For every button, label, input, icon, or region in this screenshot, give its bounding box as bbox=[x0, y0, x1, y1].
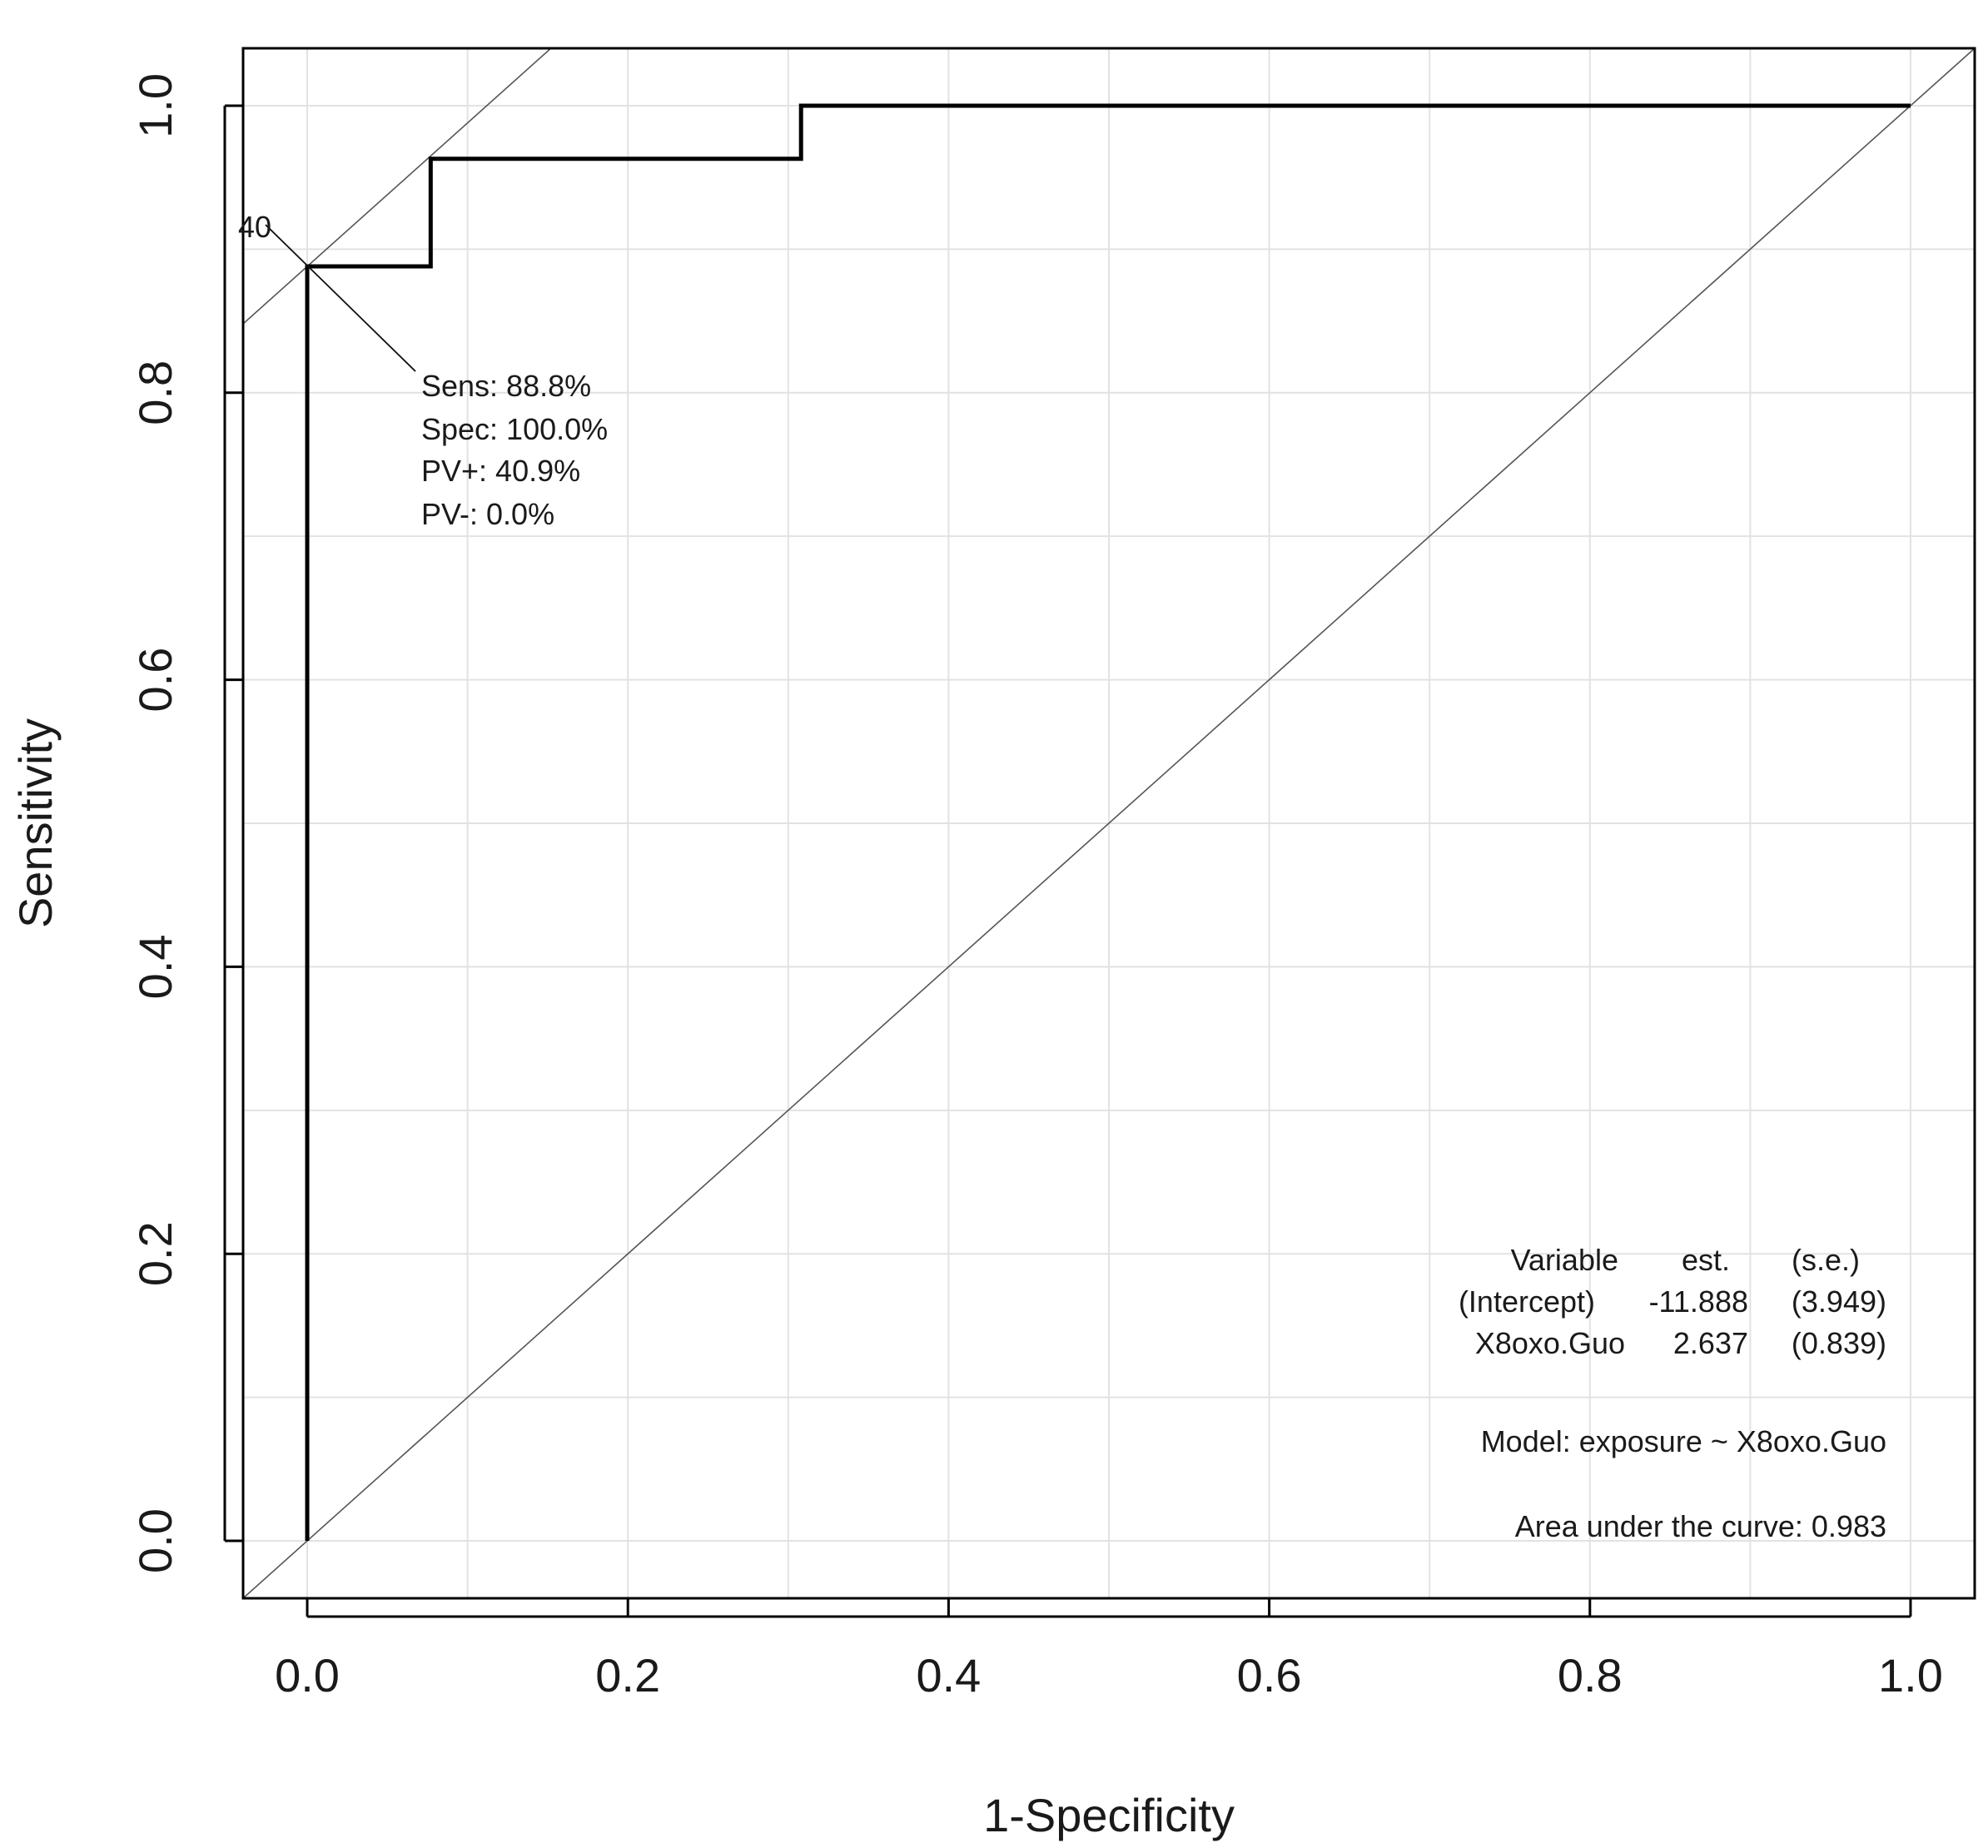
x-tick-label: 1.0 bbox=[1878, 1649, 1943, 1701]
y-tick-label: 0.4 bbox=[129, 934, 181, 999]
x-tick-label: 0.2 bbox=[595, 1649, 660, 1701]
annotation-leader-line bbox=[265, 224, 416, 372]
model-formula: Model: exposure ~ X8oxo.Guo bbox=[1481, 1424, 1886, 1458]
x-tick-label: 0.4 bbox=[916, 1649, 981, 1701]
optimal-point-tangent-line bbox=[243, 48, 552, 325]
table-row-intercept-variable: (Intercept) bbox=[1459, 1284, 1595, 1319]
cutoff-label: 40 bbox=[238, 210, 271, 244]
y-tick-label: 0.2 bbox=[129, 1221, 181, 1286]
y-tick-label: 0.6 bbox=[129, 648, 181, 713]
auc-label: Area under the curve: 0.983 bbox=[1515, 1509, 1886, 1543]
table-row-intercept-est: -11.888 bbox=[1649, 1284, 1748, 1319]
y-axis-title: Sensitivity bbox=[9, 718, 62, 928]
annotation-spec: Spec: 100.0% bbox=[421, 412, 608, 446]
x-tick-label: 0.6 bbox=[1237, 1649, 1302, 1701]
table-row-x8oxo-se: (0.839) bbox=[1792, 1326, 1886, 1360]
annotation-ppv: PV+: 40.9% bbox=[421, 454, 580, 488]
y-tick-label: 1.0 bbox=[129, 73, 181, 138]
annotation-sens: Sens: 88.8% bbox=[421, 369, 591, 403]
y-tick-label: 0.0 bbox=[129, 1508, 181, 1573]
optimal-point-annotation: Sens: 88.8% Spec: 100.0% PV+: 40.9% PV-:… bbox=[421, 369, 608, 531]
x-axis: 0.0 0.2 0.4 0.6 0.8 1.0 bbox=[275, 1598, 1943, 1701]
table-row-intercept-se: (3.949) bbox=[1792, 1284, 1886, 1319]
x-axis-title: 1-Specificity bbox=[983, 1789, 1235, 1841]
y-tick-label: 0.8 bbox=[129, 360, 181, 425]
table-row-x8oxo-est: 2.637 bbox=[1673, 1326, 1748, 1360]
plot-frame bbox=[241, 47, 1976, 1600]
table-header-est: est. bbox=[1682, 1243, 1730, 1277]
table-row-x8oxo-variable: X8oxo.Guo bbox=[1475, 1326, 1625, 1360]
model-table: Variable est. (s.e.) (Intercept) -11.888… bbox=[1459, 1243, 1886, 1543]
x-tick-label: 0.0 bbox=[275, 1649, 340, 1701]
table-header-variable: Variable bbox=[1511, 1243, 1618, 1277]
annotation-npv: PV-: 0.0% bbox=[421, 497, 554, 531]
table-header-se: (s.e.) bbox=[1792, 1243, 1860, 1277]
chance-diagonal-line bbox=[243, 48, 1975, 1598]
x-tick-label: 0.8 bbox=[1558, 1649, 1623, 1701]
y-axis: 0.0 0.2 0.4 0.6 0.8 1.0 bbox=[129, 73, 243, 1573]
